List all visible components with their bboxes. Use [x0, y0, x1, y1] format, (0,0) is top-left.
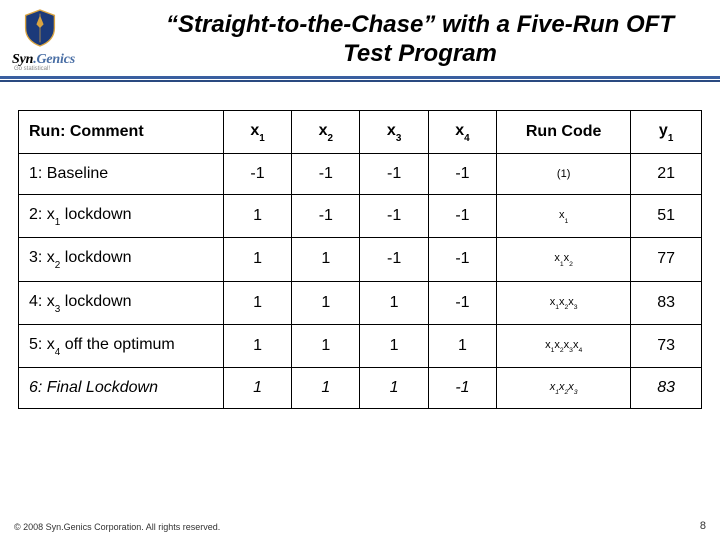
cell-x2: -1	[292, 195, 360, 238]
col-comment: Run: Comment	[19, 111, 224, 154]
cell-x4: -1	[428, 281, 496, 324]
brand-part1: Syn	[12, 52, 33, 67]
cell-x1: 1	[223, 238, 291, 281]
table-row: 4: x3 lockdown111-1x1x2x383	[19, 281, 702, 324]
col-x1: x1	[223, 111, 291, 154]
cell-comment: 4: x3 lockdown	[19, 281, 224, 324]
page-number: 8	[700, 520, 706, 532]
cell-comment: 3: x2 lockdown	[19, 238, 224, 281]
cell-runcode: x1	[497, 195, 631, 238]
col-x2: x2	[292, 111, 360, 154]
cell-y: 21	[631, 154, 702, 195]
copyright: © 2008 Syn.Genics Corporation. All right…	[14, 522, 220, 532]
cell-y: 77	[631, 238, 702, 281]
cell-y: 83	[631, 367, 702, 408]
cell-x1: 1	[223, 367, 291, 408]
slide-title: “Straight-to-the-Chase” with a Five-Run …	[132, 11, 708, 69]
cell-runcode: x1x2x3x4	[497, 324, 631, 367]
cell-comment: 5: x4 off the optimum	[19, 324, 224, 367]
cell-x1: 1	[223, 324, 291, 367]
cell-x4: -1	[428, 367, 496, 408]
cell-x3: -1	[360, 154, 428, 195]
table-row: 5: x4 off the optimum1111x1x2x3x473	[19, 324, 702, 367]
logo-block: Syn.Genics Go statistical!	[12, 8, 132, 72]
table-header-row: Run: Comment x1 x2 x3 x4 Run Code y1	[19, 111, 702, 154]
cell-x3: -1	[360, 238, 428, 281]
cell-x2: 1	[292, 367, 360, 408]
cell-comment: 6: Final Lockdown	[19, 367, 224, 408]
cell-x4: -1	[428, 195, 496, 238]
header: Syn.Genics Go statistical! “Straight-to-…	[0, 0, 720, 76]
table-row: 1: Baseline-1-1-1-1(1)21	[19, 154, 702, 195]
cell-x1: 1	[223, 195, 291, 238]
cell-y: 73	[631, 324, 702, 367]
cell-x2: -1	[292, 154, 360, 195]
table-container: Run: Comment x1 x2 x3 x4 Run Code y1 1: …	[0, 82, 720, 540]
cell-x2: 1	[292, 281, 360, 324]
cell-runcode: x1x2x3	[497, 367, 631, 408]
cell-y: 83	[631, 281, 702, 324]
col-code: Run Code	[497, 111, 631, 154]
cell-x1: 1	[223, 281, 291, 324]
shield-icon	[22, 8, 58, 48]
footer: © 2008 Syn.Genics Corporation. All right…	[14, 520, 706, 532]
cell-y: 51	[631, 195, 702, 238]
cell-x2: 1	[292, 238, 360, 281]
cell-x1: -1	[223, 154, 291, 195]
table-row: 6: Final Lockdown111-1x1x2x383	[19, 367, 702, 408]
cell-x4: -1	[428, 154, 496, 195]
cell-x4: -1	[428, 238, 496, 281]
cell-runcode: x1x2	[497, 238, 631, 281]
cell-x3: 1	[360, 324, 428, 367]
cell-x3: 1	[360, 367, 428, 408]
cell-x2: 1	[292, 324, 360, 367]
cell-runcode: (1)	[497, 154, 631, 195]
oft-table: Run: Comment x1 x2 x3 x4 Run Code y1 1: …	[18, 110, 702, 409]
table-row: 2: x1 lockdown1-1-1-1x151	[19, 195, 702, 238]
col-y1: y1	[631, 111, 702, 154]
cell-comment: 1: Baseline	[19, 154, 224, 195]
slide: Syn.Genics Go statistical! “Straight-to-…	[0, 0, 720, 540]
col-x4: x4	[428, 111, 496, 154]
cell-runcode: x1x2x3	[497, 281, 631, 324]
cell-x3: -1	[360, 195, 428, 238]
cell-x3: 1	[360, 281, 428, 324]
table-row: 3: x2 lockdown11-1-1x1x277	[19, 238, 702, 281]
cell-x4: 1	[428, 324, 496, 367]
brand-text: Syn.Genics Go statistical!	[12, 50, 75, 72]
col-x3: x3	[360, 111, 428, 154]
brand-part2: Genics	[37, 52, 75, 67]
cell-comment: 2: x1 lockdown	[19, 195, 224, 238]
